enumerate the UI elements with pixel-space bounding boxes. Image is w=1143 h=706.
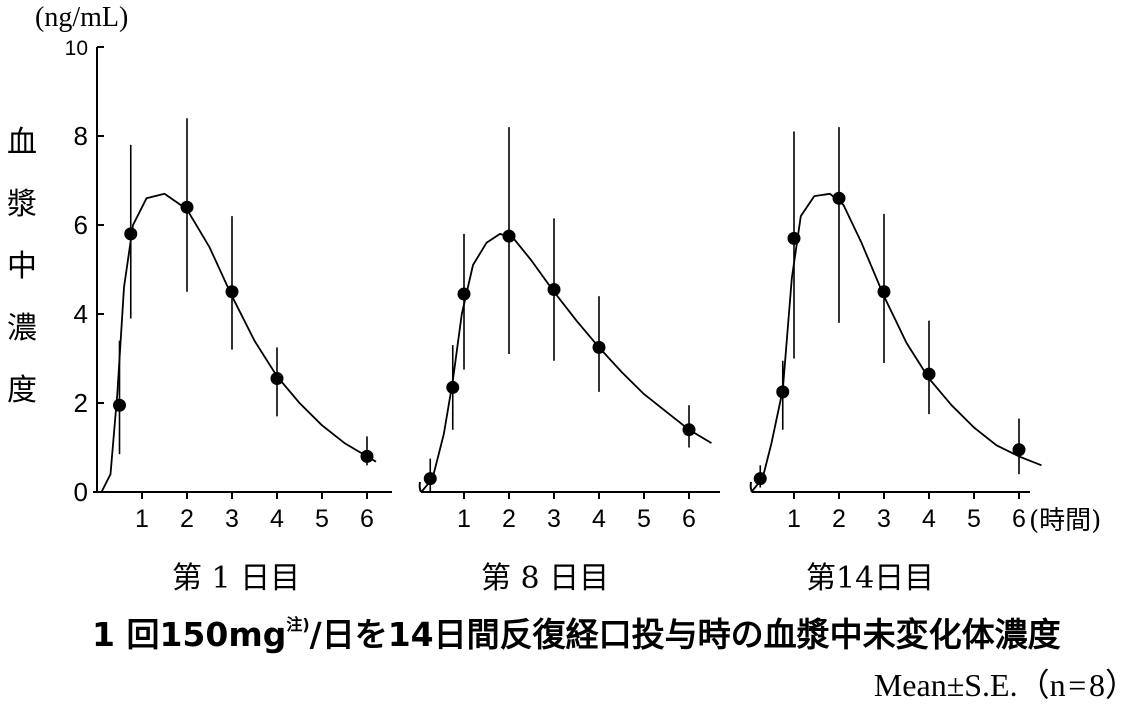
x-axis-unit: (時間) — [1029, 506, 1102, 536]
data-point — [776, 385, 790, 399]
caption-note-marker: 注) — [286, 615, 310, 634]
x-tick-label: 3 — [225, 505, 239, 533]
x-tick-label: 3 — [877, 505, 891, 533]
y-tick-label: 4 — [74, 299, 88, 329]
data-point — [502, 229, 516, 243]
x-tick-label: 2 — [180, 505, 194, 533]
panel-title-day8: 第 8 日目 — [481, 561, 610, 596]
figure-caption: 1 回150mg注)/日を14日間反復経口投与時の血漿中未変化体濃度 — [92, 608, 1061, 656]
panel-title-day1: 第 1 日目 — [172, 561, 301, 596]
data-point — [225, 285, 239, 299]
x-tick-label: 4 — [922, 505, 936, 533]
x-tick-label: 1 — [457, 505, 471, 533]
x-tick-label: 3 — [547, 505, 561, 533]
data-point — [877, 285, 891, 299]
x-tick-label: 4 — [270, 505, 284, 533]
panel-title-day14: 第14日目 — [806, 561, 935, 596]
y-axis-label: 血 漿 中 濃 度 — [0, 112, 44, 422]
x-tick-label: 5 — [967, 505, 981, 533]
axis-break-mark — [418, 481, 422, 493]
data-point — [787, 231, 801, 245]
data-point — [270, 372, 284, 386]
caption-rest: /日を14日間反復経口投与時の血漿中未変化体濃度 — [309, 615, 1061, 654]
x-tick-label: 6 — [1012, 505, 1026, 533]
x-tick-label: 1 — [135, 505, 149, 533]
data-point — [457, 287, 471, 301]
data-point — [1012, 443, 1026, 457]
data-point — [124, 227, 138, 241]
y-axis-label-char: 濃 — [7, 311, 37, 346]
x-tick-label: 4 — [592, 505, 606, 533]
data-point — [446, 380, 460, 394]
y-tick-label: 6 — [74, 210, 88, 240]
y-tick-label: 0 — [74, 477, 88, 507]
data-point — [832, 191, 846, 205]
data-point — [753, 472, 767, 486]
fitted-curve — [420, 233, 712, 493]
y-tick-label: 2 — [74, 388, 88, 418]
x-tick-label: 1 — [787, 505, 801, 533]
data-point — [547, 283, 561, 297]
data-point — [592, 340, 606, 354]
data-point — [423, 472, 437, 486]
x-tick-label: 5 — [315, 505, 329, 533]
data-point — [682, 423, 696, 437]
x-tick-label: 2 — [832, 505, 846, 533]
x-tick-label: 6 — [682, 505, 696, 533]
x-tick-label: 2 — [502, 505, 516, 533]
fitted-curve — [100, 192, 377, 493]
stats-label: Mean±S.E.（n = 8） — [873, 667, 1137, 703]
y-tick-label: 8 — [74, 121, 88, 151]
y-axis-unit: (ng/mL) — [35, 2, 129, 33]
fitted-curve — [750, 192, 1042, 493]
caption-dose: 1 回150mg — [92, 615, 287, 654]
x-tick-label: 5 — [637, 505, 651, 533]
data-point — [113, 398, 126, 412]
y-axis-label-char: 度 — [7, 373, 37, 408]
data-point — [922, 367, 936, 381]
data-point — [180, 200, 194, 214]
y-axis-label-char: 漿 — [7, 187, 37, 222]
y-axis-label-char: 中 — [7, 249, 37, 284]
data-point — [360, 449, 374, 463]
y-tick-label: 10 — [65, 37, 88, 60]
x-tick-label: 6 — [360, 505, 374, 533]
y-axis-label-char: 血 — [7, 125, 37, 160]
